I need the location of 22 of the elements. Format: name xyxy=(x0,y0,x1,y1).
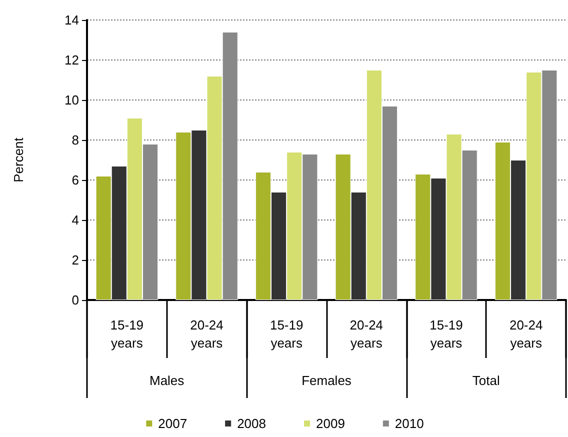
y-tick-label: 12 xyxy=(64,52,79,68)
text: Total xyxy=(472,373,500,388)
y-tick-label: 6 xyxy=(72,172,79,188)
y-tick-label: 14 xyxy=(64,12,79,28)
x-tick-label: 15-19 years xyxy=(110,318,144,350)
y-tick-label: 4 xyxy=(72,212,79,228)
y-tick-label: 10 xyxy=(64,92,79,108)
y-tick-label: 0 xyxy=(72,292,79,308)
text: Females xyxy=(302,373,352,388)
y-axis-title: Percent xyxy=(11,137,26,182)
legend-label: 2008 xyxy=(237,416,266,431)
x-tick-label: 20-24 years xyxy=(190,318,224,350)
x-tick-label: 20-24 years xyxy=(350,318,384,350)
x-tick-label: 20-24 years xyxy=(509,318,543,350)
legend-label: 2009 xyxy=(316,416,345,431)
y-tick-label: 8 xyxy=(72,132,79,148)
x-tick-label: 15-19 years xyxy=(430,318,463,350)
legend-label: 2010 xyxy=(394,416,424,431)
legend-label: 2007 xyxy=(158,416,188,431)
y-tick-label: 2 xyxy=(72,252,79,268)
text: Males xyxy=(149,373,185,388)
x-tick-label: 15-19 years xyxy=(270,318,304,350)
